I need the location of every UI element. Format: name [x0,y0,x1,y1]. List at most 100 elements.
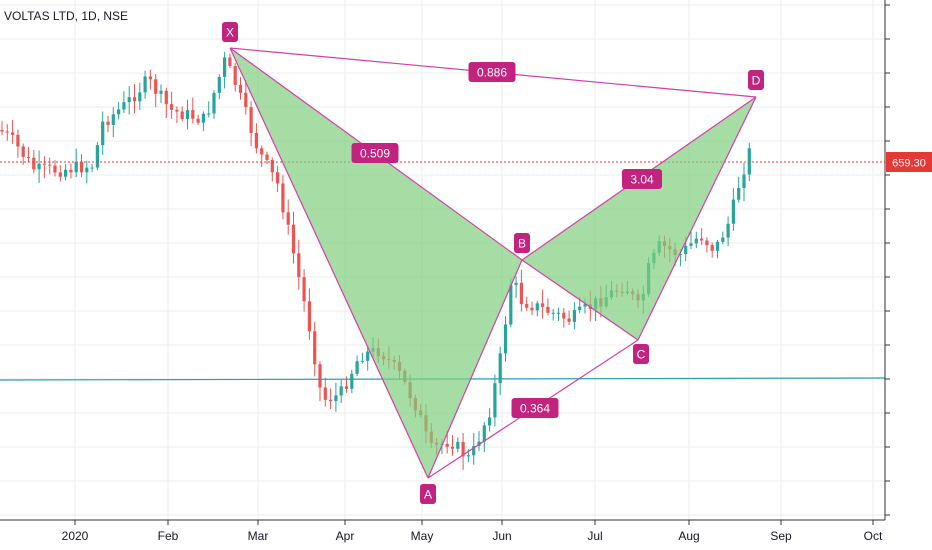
candle-body [355,361,359,374]
candle-body [583,304,587,307]
candle-body [472,445,476,456]
candle-body [132,97,137,102]
x-tick-label: 2020 [62,529,89,543]
pattern-leg [637,96,757,341]
candle-body [127,97,131,103]
pattern-point-label-a: A [424,488,432,502]
candle-body [323,387,327,400]
candle-body [254,132,258,149]
pattern-point-label-c: C [637,348,646,362]
candle-body [567,318,571,322]
candle-body [42,163,46,165]
candle-body [16,134,20,147]
ratio-label-bg [351,143,399,163]
candle-body [339,386,343,396]
candle-body [541,303,545,307]
candle-body [281,183,285,213]
candle-body [223,57,227,77]
candle-body [366,351,370,361]
pattern-triangle-xab [230,48,522,478]
candle-body [445,443,449,447]
pattern-point-label-x: X [226,26,234,40]
ratio-label-bg [511,398,559,418]
candle-body [32,157,36,170]
candle-body [689,243,693,246]
x-tick-label: Apr [336,529,355,543]
candle-body [742,174,746,189]
candle-body [26,156,31,158]
candle-body [737,188,741,200]
candle-body [488,417,492,426]
x-tick-label: Oct [864,529,883,543]
candle-body [74,161,78,173]
chart-title: VOLTAS LTD, 1D, NSE [4,9,129,23]
candle-body [715,241,720,251]
x-tick-label: Jun [492,529,511,543]
candle-body [111,114,115,125]
candle-body [684,245,688,255]
candle-body [286,212,290,225]
candle-body [302,277,306,302]
candle-body [530,307,534,311]
x-tick-label: Aug [678,529,699,543]
candle-body [509,285,513,325]
candle-body [0,130,4,132]
candle-body [212,92,216,114]
pattern-point-label-bg [748,70,764,90]
candle-body [265,154,269,160]
x-tick-label: May [411,529,434,543]
ratio-label-bd: 3.04 [630,173,654,187]
candle-body [551,312,555,314]
candle-body [117,109,121,115]
x-axis-ticks: 2020 Feb Mar Apr May Jun Jul Aug Sep Oct [62,520,883,543]
candle-body [21,146,25,157]
x-tick-label: Mar [248,529,269,543]
candle-body [122,102,126,110]
candle-body [64,169,68,177]
candle-body [244,92,248,108]
x-tick-label: Jul [587,529,602,543]
ratio-label-bg [622,169,662,189]
candle-body [270,159,274,173]
candle-body [5,131,9,133]
pattern-point-label-bg [222,22,238,42]
candle-body [519,282,523,305]
pattern-point-label-bg [633,344,649,364]
candle-body [313,331,317,365]
candle-body [53,165,57,173]
candle-body [525,304,529,308]
x-tick-label: Sep [770,529,792,543]
pattern-point-label-bg [420,484,436,504]
candle-body [291,224,296,254]
candle-body [201,113,205,123]
candle-body [297,253,301,278]
candle-body [159,90,163,94]
candle-body [731,199,735,224]
pattern-leg [427,259,523,479]
pattern-point-label-d: D [752,74,761,88]
candle-body [493,383,497,418]
candle-body [482,425,486,442]
candle-body [456,442,460,449]
candle-body [747,148,751,175]
candle-body [90,167,94,169]
candle-body [164,90,168,105]
candle-body [138,92,142,102]
harmonic-pattern: X A B C D 0.509 0.364 3.04 0.886 [0,22,886,504]
candle-body [228,57,232,67]
candle-body [48,164,52,166]
candle-body [503,324,508,354]
candle-body [360,360,364,362]
candle-body [461,442,465,457]
candle-body [69,169,73,173]
candle-body [148,76,152,80]
candle-body [710,245,714,251]
candle-body [450,446,455,449]
candle-body [350,373,354,389]
candle-body [700,238,704,241]
candle-body [11,132,15,135]
candle-body [170,104,174,110]
pattern-leg [521,259,639,341]
